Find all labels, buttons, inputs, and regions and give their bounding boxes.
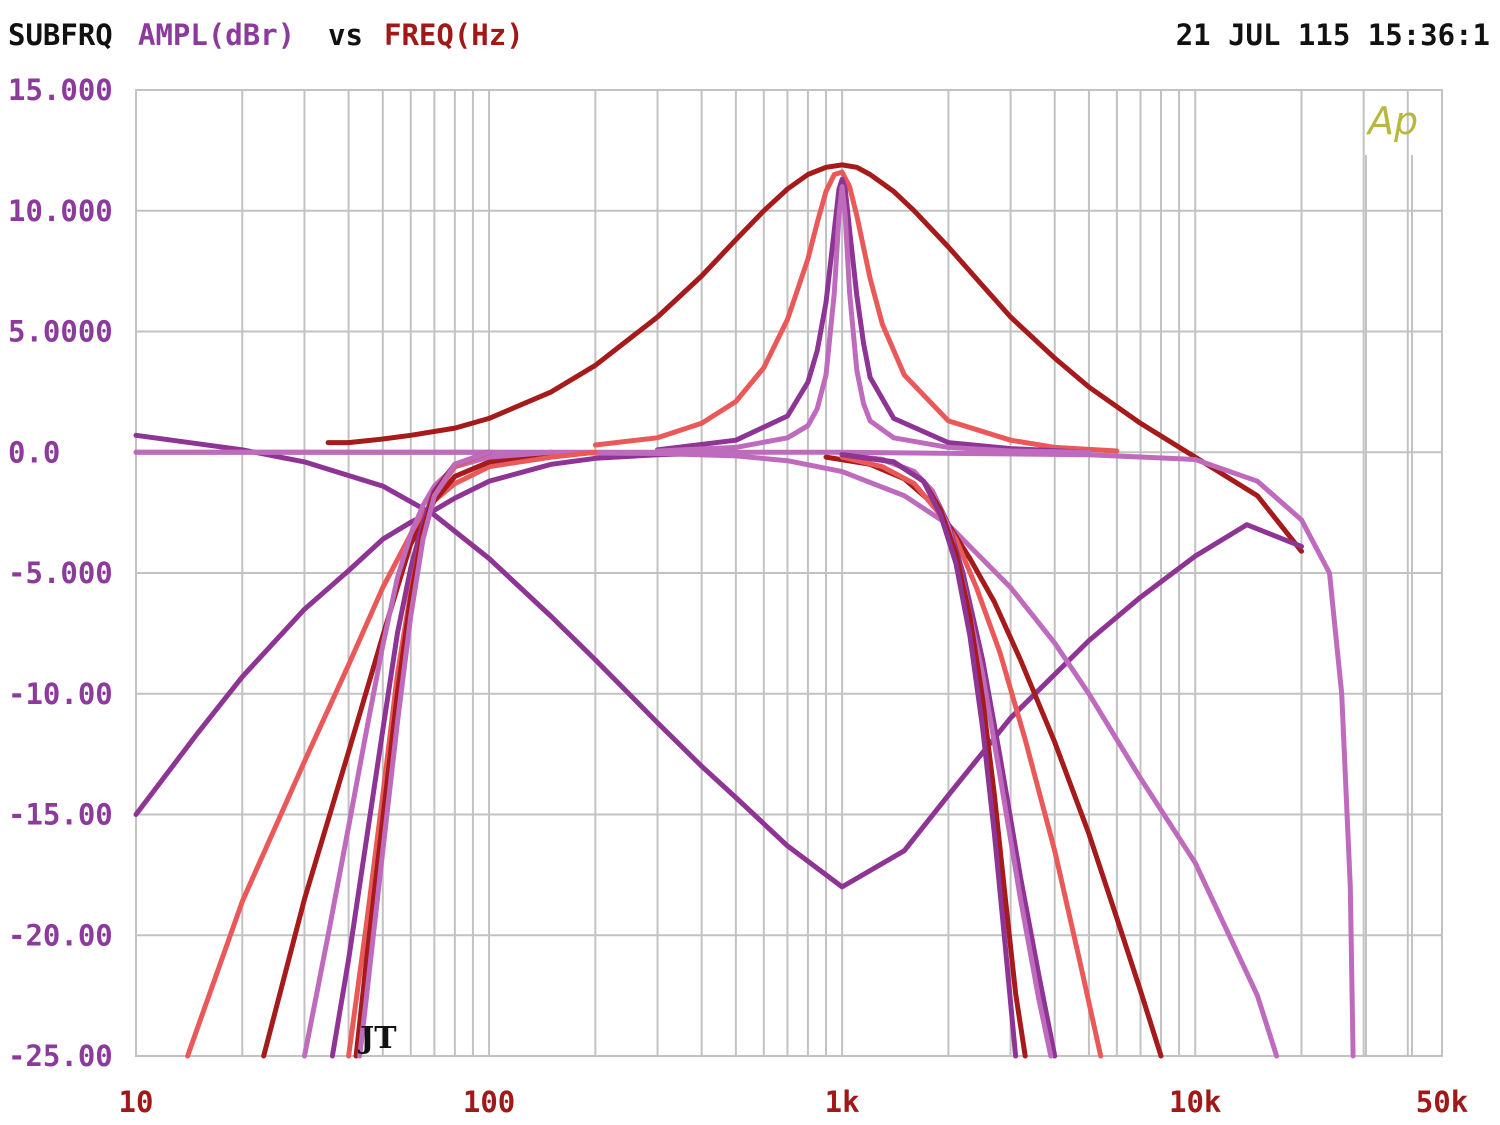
x-tick-label: 100 xyxy=(463,1085,515,1119)
series-line-17 xyxy=(839,454,1104,1059)
y-tick-label: -10.00 xyxy=(8,677,113,711)
y-tick-label: 10.000 xyxy=(8,194,113,228)
series-line-8 xyxy=(133,449,1356,1059)
series-line-4 xyxy=(655,184,1092,455)
series-line-3 xyxy=(655,176,1092,455)
series-line-11 xyxy=(302,449,554,1059)
ap-logo: Ap xyxy=(1365,99,1418,143)
x-tick-label: 10k xyxy=(1169,1085,1221,1119)
y-tick-label: -20.00 xyxy=(8,918,113,952)
header-y-quantity: AMPL(dBr) xyxy=(138,18,296,52)
y-tick-label: 15.000 xyxy=(8,73,113,107)
x-tick-label: 10 xyxy=(119,1085,154,1119)
series-line-6 xyxy=(133,449,739,817)
header-timestamp: 21 JUL 115 15:36:1 xyxy=(1175,18,1490,52)
y-tick-label: 0.0 xyxy=(8,435,60,469)
x-tick-label: 1k xyxy=(825,1085,860,1119)
x-axis-ticks: 10 100 1k 10k 50k xyxy=(119,1085,1469,1119)
header-program-label: SUBFRQ xyxy=(8,18,113,52)
grid xyxy=(135,89,1443,1057)
y-axis-ticks: 15.000 10.000 5.0000 0.0 -5.000 -10.00 -15.00 -… xyxy=(8,73,113,1073)
series-line-16 xyxy=(823,454,1164,1059)
chart-header: SUBFRQ AMPL(dBr) vs FREQ(Hz) 21 JUL 115 … xyxy=(0,0,1500,72)
series-line-5 xyxy=(133,432,1304,890)
y-tick-label: -5.000 xyxy=(8,556,113,590)
y-tick-label: 5.0000 xyxy=(8,315,113,349)
series-group xyxy=(133,162,1356,1059)
x-tick-label: 50k xyxy=(1416,1085,1468,1119)
header-x-quantity: FREQ(Hz) xyxy=(384,18,524,52)
series-line-10 xyxy=(261,449,554,1059)
series-line-19 xyxy=(839,452,1054,1059)
y-tick-label: -25.00 xyxy=(8,1039,113,1073)
header-vs-label: vs xyxy=(328,18,363,52)
series-line-15 xyxy=(357,449,492,1059)
series-line-21 xyxy=(839,452,1019,1059)
series-line-1 xyxy=(325,162,1304,554)
cursor-marker: JT xyxy=(357,1021,397,1056)
y-tick-label: -15.00 xyxy=(8,798,113,832)
series-line-2 xyxy=(592,169,1120,454)
